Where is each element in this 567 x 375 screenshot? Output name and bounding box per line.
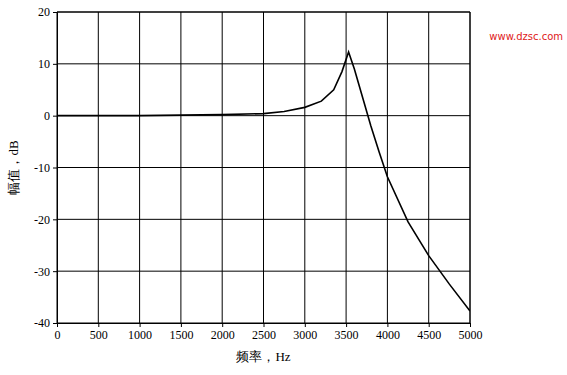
- x-axis: 0 500 1000 1500 2000 2500 3000 3500 4000 4500 5000: [55, 323, 483, 342]
- axis-line: [53, 13, 58, 324]
- frame: [470, 12, 471, 323]
- tick: 2000: [211, 323, 235, 342]
- tick-label: 4000: [376, 328, 400, 342]
- frame: [57, 12, 470, 13]
- tick-mark: [264, 323, 265, 327]
- tick-mark: [222, 323, 223, 327]
- series: [57, 52, 470, 311]
- tick: 500: [90, 323, 108, 342]
- tick-mark: [387, 323, 388, 327]
- tick-mark: [53, 12, 57, 13]
- tick: -30: [34, 265, 57, 279]
- tick-mark: [53, 323, 57, 324]
- tick-label: -30: [34, 265, 50, 279]
- tick: -40: [34, 316, 57, 330]
- y-axis: -40 -30 -20 -10 0 10 20: [34, 5, 58, 330]
- tick: 20: [38, 5, 57, 19]
- tick-label: 20: [38, 5, 50, 19]
- tick: 10: [38, 57, 57, 71]
- tick-label: 3000: [293, 328, 317, 342]
- tick: 0: [55, 323, 61, 342]
- tick-label: 1000: [128, 328, 152, 342]
- tick: 1500: [169, 323, 193, 342]
- tick-mark: [53, 271, 57, 272]
- response-line: [57, 52, 470, 311]
- grid: [57, 12, 470, 323]
- tick-label: 1500: [169, 328, 193, 342]
- watermark: www.dzsc.com: [489, 31, 563, 42]
- tick-mark: [470, 323, 471, 327]
- tick-label: 0: [44, 109, 50, 123]
- tick: -10: [34, 161, 57, 175]
- tick-mark: [53, 64, 57, 65]
- grid-line-y: [57, 219, 470, 220]
- tick: 3500: [335, 323, 359, 342]
- tick-label: 2000: [211, 328, 235, 342]
- tick-mark: [98, 323, 99, 327]
- tick: 1000: [128, 323, 152, 342]
- tick: 5000: [459, 323, 483, 342]
- chart: 0 500 1000 1500 2000 2500 3000 3500 4000 4500 5000…: [0, 0, 567, 375]
- tick-label: -20: [34, 213, 50, 227]
- x-axis-label: 频率，Hz: [236, 349, 290, 364]
- grid-line-y: [57, 271, 470, 272]
- tick-label: 0: [55, 328, 61, 342]
- grid-line-x: [470, 12, 471, 323]
- tick: 4000: [376, 323, 400, 342]
- tick-label: -10: [34, 161, 50, 175]
- tick-mark: [305, 323, 306, 327]
- tick-label: 500: [90, 328, 108, 342]
- tick-mark: [181, 323, 182, 327]
- tick-label: 5000: [459, 328, 483, 342]
- tick-mark: [53, 168, 57, 169]
- tick: -20: [34, 213, 57, 227]
- tick-mark: [53, 219, 57, 220]
- tick: 0: [44, 109, 57, 123]
- tick-label: 2500: [252, 328, 276, 342]
- tick-mark: [429, 323, 430, 327]
- tick-label: 4500: [417, 328, 441, 342]
- grid-line-y: [57, 63, 470, 64]
- tick-label: -40: [34, 316, 50, 330]
- axis-line: [58, 324, 471, 328]
- plot: 0 500 1000 1500 2000 2500 3000 3500 4000 4500 5000…: [34, 5, 483, 341]
- tick-mark: [140, 323, 141, 327]
- tick-mark: [346, 323, 347, 327]
- tick: 4500: [417, 323, 441, 342]
- tick-label: 3500: [335, 328, 359, 342]
- tick: 2500: [252, 323, 276, 342]
- tick: 3000: [293, 323, 317, 342]
- tick-mark: [53, 116, 57, 117]
- grid-line-y: [57, 12, 470, 13]
- grid-line-y: [57, 167, 470, 168]
- y-axis-label: 幅值，dB: [6, 140, 21, 195]
- tick-label: 10: [38, 57, 50, 71]
